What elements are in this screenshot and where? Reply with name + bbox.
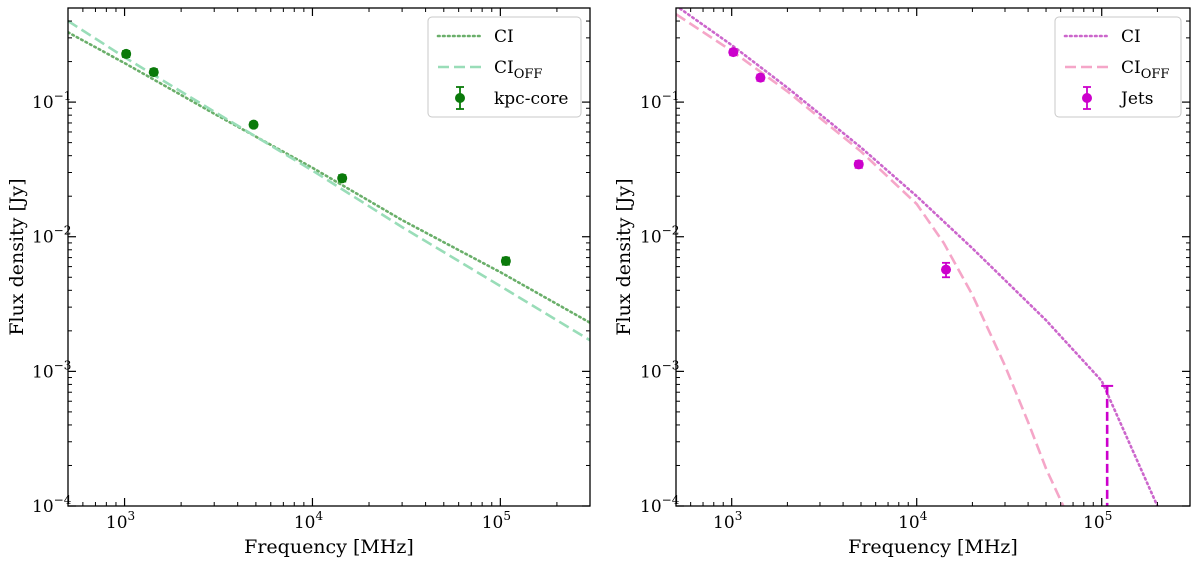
- data-point: [755, 72, 766, 83]
- y-tick-label: 10−1: [640, 89, 679, 113]
- y-axis-label: Flux density [Jy]: [6, 178, 28, 335]
- data-point: [853, 159, 864, 170]
- x-tick-label: 105: [1083, 509, 1112, 533]
- x-tick-label: 104: [898, 509, 928, 533]
- data-point: [728, 47, 739, 58]
- data-point: [500, 256, 511, 267]
- data-point: [148, 67, 159, 78]
- y-tick-label: 10−2: [32, 224, 71, 248]
- y-tick-label: 10−2: [640, 224, 679, 248]
- data-point: [337, 173, 348, 184]
- legend: CI CIOFF kpc-core: [427, 16, 582, 118]
- x-axis-label: Frequency [MHz]: [848, 536, 1018, 558]
- legend-label: Jets: [1119, 89, 1153, 109]
- plot-area: [676, 8, 1159, 506]
- x-tick-label: 104: [294, 509, 324, 533]
- legend: CI CIOFF Jets: [1054, 16, 1182, 118]
- data-point: [121, 48, 132, 59]
- x-tick-label: 105: [482, 509, 511, 533]
- legend-marker: [1082, 93, 1092, 103]
- legend-marker: [455, 93, 465, 103]
- y-tick-label: 10−4: [640, 493, 680, 517]
- y-tick-label: 10−3: [640, 358, 679, 382]
- data-point: [941, 264, 952, 275]
- legend-label: CI: [1121, 27, 1141, 47]
- y-tick-label: 10−4: [32, 493, 72, 517]
- x-tick-label: 103: [713, 509, 742, 533]
- left-panel: 103 104 105 10−1 10−2 10−3 10−4 Frequency [MHz]…: [6, 7, 591, 558]
- legend-label: CIOFF: [494, 58, 542, 82]
- axes-frame: [675, 7, 1191, 507]
- y-tick-label: 10−3: [32, 358, 71, 382]
- legend-label: CI: [494, 27, 514, 47]
- y-axis-label: Flux density [Jy]: [613, 178, 635, 335]
- legend-box: [427, 16, 582, 118]
- legend-label: CIOFF: [1121, 58, 1169, 82]
- plot-area: [68, 19, 590, 342]
- x-axis-label: Frequency [MHz]: [244, 536, 414, 558]
- y-tick-label: 10−1: [32, 89, 71, 113]
- series-line-ci: [677, 8, 1159, 506]
- series-line-ci-off: [676, 13, 1065, 506]
- axes-frame: [67, 7, 591, 507]
- data-point: [248, 119, 259, 130]
- right-panel: 103 104 105 10−1 10−2 10−3 10−4 Frequency [MHz]…: [613, 7, 1191, 558]
- series-line-ci: [68, 30, 590, 324]
- legend-label: kpc-core: [494, 89, 568, 109]
- x-tick-label: 103: [106, 509, 135, 533]
